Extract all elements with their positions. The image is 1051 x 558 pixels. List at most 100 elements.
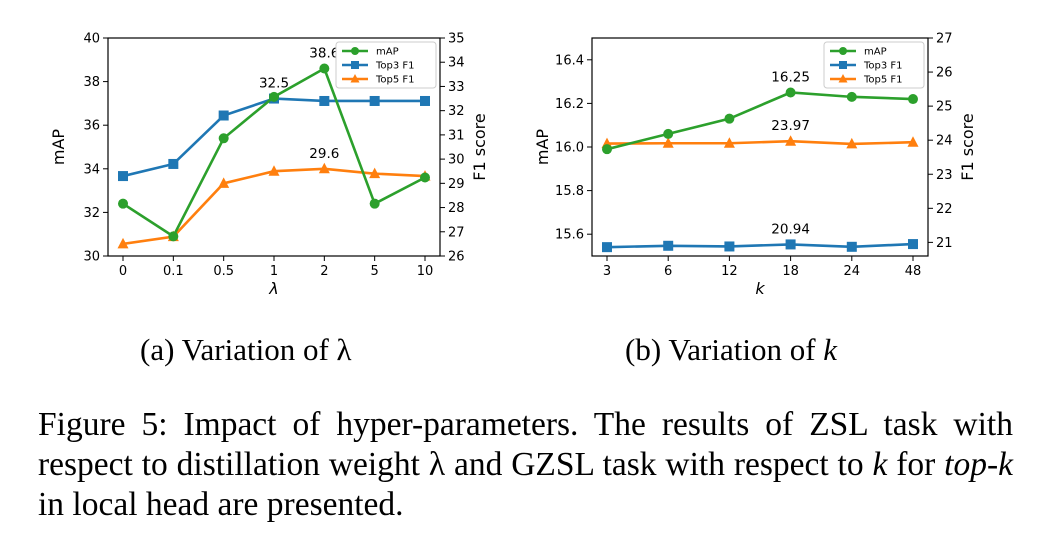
legend-label-map: mAP [864, 47, 887, 58]
subcaption-b: (b) Variation of k [625, 332, 837, 368]
data-point-top5-f1 [785, 135, 797, 146]
data-point-map [420, 172, 430, 183]
caption-part-3: for [887, 446, 945, 483]
legend-label-top3-f1: Top3 F1 [375, 61, 415, 72]
series-map [118, 63, 430, 242]
y-tick-label: 16.4 [555, 53, 584, 68]
data-point-top5-f1 [218, 177, 230, 188]
data-point-top3-f1 [218, 110, 229, 121]
legend-marker-top3-f1 [839, 61, 847, 69]
data-point-map [218, 133, 229, 144]
y2-tick-label: 29 [448, 177, 465, 192]
series-line-map [606, 91, 914, 151]
data-point-map [269, 91, 279, 102]
data-point-top3-f1 [724, 241, 735, 252]
data-point-map [846, 91, 857, 102]
x-tick-label: 6 [664, 264, 672, 279]
subcaption-a: (a) Variation of λ [140, 332, 352, 368]
data-point-map [319, 63, 330, 74]
y2-axis-label: F1 score [958, 113, 977, 180]
y2-tick-label: 22 [936, 202, 953, 217]
data-point-top5-f1 [117, 237, 129, 249]
data-point-map [785, 87, 796, 98]
data-label: 32.5 [259, 76, 289, 92]
x-tick-label: 24 [844, 264, 861, 279]
data-point-top5-f1 [907, 136, 919, 147]
series-top3-f1 [602, 239, 918, 253]
x-tick-label: 0.1 [163, 264, 184, 279]
data-point-top3-f1 [602, 242, 612, 253]
data-point-top3-f1 [908, 239, 918, 250]
x-tick-label: 10 [417, 264, 434, 279]
caption-top-k: k [998, 446, 1013, 483]
data-point-top3-f1 [420, 95, 430, 106]
legend-marker-top5-f1 [350, 74, 360, 83]
chart-b: 15.6 15.8 16.0 16.2 16.4 21 22 23 24 25 26 27 3 6 12 18… [533, 32, 977, 299]
x-tick-label: 1 [270, 264, 278, 279]
y2-tick-label: 24 [936, 134, 953, 149]
y2-tick-label: 21 [936, 236, 953, 251]
data-point-top3-f1 [118, 171, 128, 182]
series-top5-f1 [601, 135, 919, 149]
legend: mAP Top3 F1 Top5 F1 [823, 41, 925, 89]
data-point-top3-f1 [663, 240, 674, 251]
figure-caption: Figure 5: Impact of hyper-parameters. Th… [38, 405, 1013, 525]
data-point-top5-f1 [268, 165, 280, 176]
data-point-map [168, 231, 179, 242]
series-line-top3-f1 [122, 97, 425, 178]
y2-tick-label: 26 [936, 66, 953, 81]
x-tick-label: 18 [782, 264, 799, 279]
y2-tick-label: 25 [936, 100, 953, 115]
y-axis-label: mAP [49, 129, 68, 166]
legend-marker-map [351, 47, 359, 55]
data-point-top5-f1 [723, 137, 735, 148]
caption-part-4: in local head are presented. [38, 486, 404, 523]
legend-marker-map [839, 47, 847, 55]
x-tick-label: 2 [320, 264, 328, 279]
legend-marker-top5-f1 [838, 74, 848, 83]
series-line-top5-f1 [606, 139, 914, 146]
y2-tick-label: 35 [448, 32, 465, 47]
subcaption-b-variable: k [823, 332, 838, 367]
legend-label-map: mAP [376, 47, 399, 58]
caption-k: k [872, 446, 888, 483]
y2-tick-label: 27 [936, 32, 953, 47]
data-label: 23.97 [771, 118, 810, 134]
series-line-top3-f1 [606, 242, 914, 249]
x-tick-label: 5 [371, 264, 379, 279]
y-tick-label: 16.2 [555, 97, 584, 112]
caption-part-1: Figure 5: Impact of hyper-parameters. Th… [38, 406, 1013, 483]
data-point-map [118, 198, 128, 209]
data-label: 29.6 [309, 146, 339, 162]
data-point-top3-f1 [846, 241, 857, 252]
y2-tick-label: 23 [936, 168, 953, 183]
caption-part-2: and GZSL task with respect to [445, 446, 873, 483]
caption-lambda: λ [428, 446, 446, 483]
data-point-top3-f1 [369, 95, 380, 106]
legend-label-top3-f1: Top3 F1 [863, 61, 903, 72]
y-tick-label: 40 [83, 32, 100, 47]
y2-tick-label: 34 [448, 56, 465, 71]
y2-axis-label: F1 score [470, 113, 489, 180]
y-tick-label: 15.8 [555, 184, 584, 199]
x-axis-label: k [755, 279, 765, 298]
legend-label-top5-f1: Top5 F1 [375, 75, 415, 86]
y2-tick-label: 26 [448, 250, 465, 265]
data-point-top3-f1 [319, 95, 330, 106]
data-label: 20.94 [771, 221, 810, 237]
x-tick-label: 12 [721, 264, 738, 279]
data-point-top5-f1 [846, 137, 858, 149]
y-tick-label: 38 [83, 75, 100, 90]
subcaption-a-text: (a) Variation of λ [140, 332, 352, 367]
y-tick-label: 15.6 [555, 228, 584, 243]
x-tick-label: 48 [905, 264, 922, 279]
data-point-top3-f1 [785, 239, 796, 250]
legend-box [823, 41, 925, 89]
x-axis-label: λ [268, 279, 278, 298]
x-tick-label: 3 [603, 264, 611, 279]
data-label: 38.6 [309, 46, 339, 62]
caption-top: top- [944, 446, 999, 483]
chart-a: 30 32 34 36 38 40 26 27 28 29 30 31 32 33 34 35 0 0.1 0.5 1… [49, 32, 489, 299]
legend-label-top5-f1: Top5 F1 [863, 75, 903, 86]
